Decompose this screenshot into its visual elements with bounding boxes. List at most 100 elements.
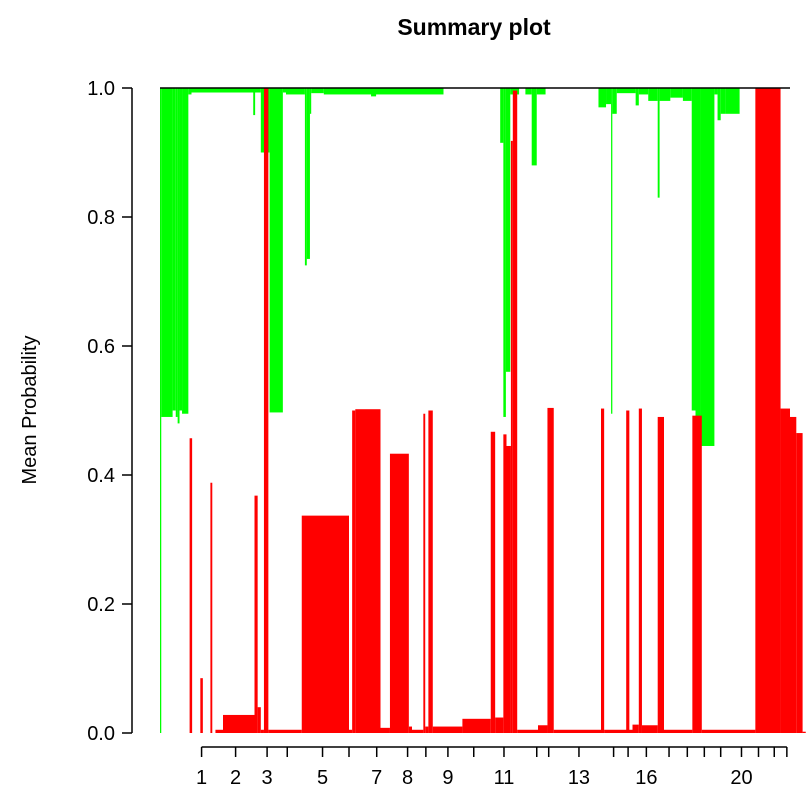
bar-segment — [641, 725, 658, 733]
bar-segment — [612, 88, 617, 114]
bar-segment — [796, 433, 803, 733]
bar-segment — [380, 727, 390, 733]
bar-segment — [691, 88, 696, 411]
bar-segment — [210, 482, 213, 733]
bar-segment — [490, 431, 496, 733]
bar-segment — [412, 729, 424, 733]
bar-segment — [408, 726, 412, 733]
bar-segment — [790, 416, 797, 733]
series-layer — [160, 88, 806, 733]
bar-segment — [425, 726, 429, 733]
bar-segment — [323, 88, 444, 95]
bar-segment — [525, 88, 532, 95]
bar-segment — [352, 410, 356, 733]
bar-segment — [638, 408, 642, 733]
bar-segment — [601, 408, 605, 733]
bar-segment — [282, 88, 286, 93]
bar-segment — [309, 88, 312, 114]
bar-segment — [506, 445, 511, 733]
bar-segment — [682, 88, 692, 101]
bar-segment — [635, 88, 639, 106]
x-tick-label: 20 — [730, 767, 752, 789]
y-axis-label: Mean Probability — [19, 336, 41, 485]
bar-segment — [254, 495, 258, 733]
y-tick-label: 1.0 — [87, 78, 115, 100]
bar-segment — [500, 88, 504, 143]
bar-segment — [175, 88, 178, 417]
x-tick-label: 8 — [402, 767, 413, 789]
bar-segment — [301, 515, 349, 733]
bar-segment — [349, 729, 353, 733]
y-tick-label: 0.2 — [87, 594, 115, 616]
x-axis: 1 2 3 5 7 8 9 11 13 16 20 — [196, 746, 788, 789]
bar-segment — [657, 88, 660, 198]
bar-segment — [215, 729, 223, 733]
bar-segment — [657, 416, 664, 733]
y-tick-label: 0.4 — [87, 465, 115, 487]
bar-segment — [355, 409, 381, 733]
bar-segment — [701, 729, 756, 733]
bar-segment — [598, 88, 607, 108]
bar-segment — [182, 88, 189, 414]
y-tick-label: 0.0 — [87, 723, 115, 745]
bar-segment — [177, 88, 180, 424]
bar-segment — [200, 678, 203, 733]
bar-segment — [606, 88, 612, 105]
bar-segment — [286, 88, 305, 95]
chart-title: Summary plot — [397, 14, 551, 40]
bar-segment — [632, 724, 639, 733]
bar-segment — [517, 729, 538, 733]
bar-segment — [161, 88, 173, 417]
bar-segment — [553, 729, 601, 733]
x-tick-label: 1 — [196, 767, 207, 789]
bar-segment — [172, 88, 176, 411]
bar-segment — [616, 88, 636, 94]
bar-segment — [538, 725, 548, 733]
bar-segment — [306, 88, 310, 259]
bar-segment — [604, 729, 633, 733]
bar-segment — [505, 88, 511, 372]
bar-segment — [802, 731, 806, 733]
bar-segment — [755, 88, 781, 733]
bar-segment — [423, 413, 426, 733]
bar-segment — [536, 88, 546, 95]
bar-segment — [257, 707, 261, 733]
bar-segment — [714, 88, 718, 95]
bar-segment — [780, 408, 790, 733]
x-tick-label: 11 — [494, 767, 515, 789]
bar-segment — [695, 88, 701, 430]
bar-segment — [179, 88, 183, 411]
bar-segment — [371, 88, 377, 97]
y-axis: 0.0 0.2 0.4 0.6 0.8 1.0 — [87, 78, 133, 745]
bar-segment — [428, 410, 433, 733]
bar-segment — [432, 726, 463, 733]
series-1 — [160, 88, 740, 733]
bar-segment — [160, 88, 162, 733]
bar-segment — [510, 140, 513, 733]
bar-segment — [304, 88, 307, 266]
bar-segment — [253, 88, 256, 116]
bar-segment — [462, 718, 491, 733]
bar-segment — [638, 88, 649, 95]
bar-segment — [188, 88, 192, 95]
bar-segment — [692, 415, 702, 733]
series-2 — [189, 88, 806, 733]
bar-segment — [717, 88, 721, 121]
bar-segment — [725, 88, 740, 114]
bar-segment — [389, 453, 409, 733]
bar-segment — [700, 88, 715, 446]
bar-segment — [263, 88, 269, 733]
y-tick-label: 0.8 — [87, 207, 115, 229]
bar-segment — [547, 407, 554, 733]
bar-segment — [503, 88, 506, 417]
y-tick-label: 0.6 — [87, 336, 115, 358]
bar-segment — [189, 438, 193, 733]
x-tick-label: 3 — [262, 767, 273, 789]
bar-segment — [670, 88, 683, 98]
bar-segment — [311, 88, 324, 94]
x-tick-label: 9 — [442, 767, 453, 789]
bar-segment — [648, 88, 658, 101]
bar-segment — [659, 88, 671, 101]
bar-segment — [531, 88, 537, 166]
